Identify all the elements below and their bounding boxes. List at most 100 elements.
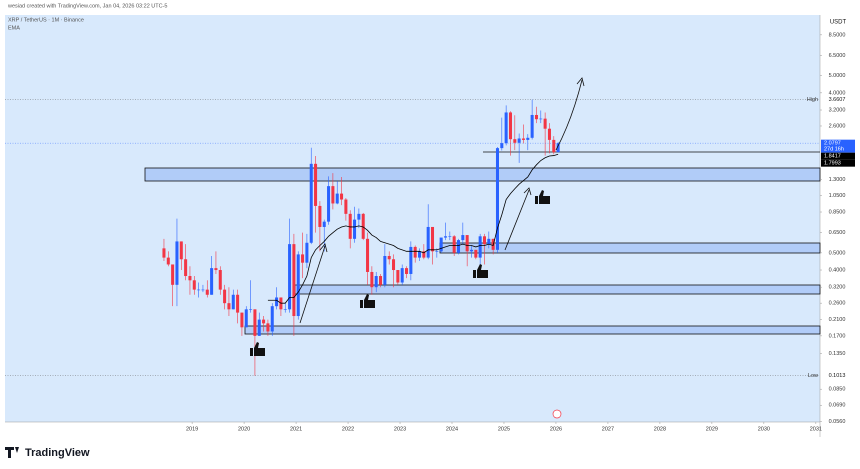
candle-body (422, 251, 426, 258)
y-tick-label: 0.8500 (829, 209, 846, 215)
candle-body (175, 241, 179, 285)
candle-body (262, 319, 266, 324)
thumb-icon (473, 264, 488, 278)
logo (5, 447, 19, 458)
candle-body (322, 221, 326, 227)
arrow-head (576, 77, 585, 87)
x-tick-label: 2028 (654, 426, 666, 432)
candle-body (379, 276, 383, 285)
candle-body (508, 112, 512, 140)
x-tick-label: 2031 (810, 426, 822, 432)
candle-body (439, 237, 443, 252)
candle-body (188, 276, 192, 281)
indicator-legend: EMA (8, 25, 20, 31)
y-tick-label: 1.0500 (829, 193, 846, 199)
candle-body (348, 213, 352, 239)
candle-body (456, 240, 461, 253)
price-label: 2.0797 (824, 141, 841, 147)
candle-body (409, 246, 413, 274)
arrow (299, 245, 326, 324)
price-box (821, 139, 855, 153)
y-tick-label: 0.3200 (829, 285, 846, 291)
countdown: 27d 16h (824, 147, 844, 153)
arrow-head (523, 187, 532, 196)
price-axis (820, 15, 857, 437)
candle-body (435, 251, 439, 252)
candle-body (270, 306, 274, 332)
candle-body (469, 249, 474, 252)
y-tick-label: 0.5000 (829, 250, 846, 256)
candle-body (296, 254, 300, 317)
candle-body (210, 268, 214, 295)
candle-body (465, 235, 469, 252)
y-tick-label: 0.0850 (829, 387, 846, 393)
y-tick-label: 0.2600 (829, 301, 846, 307)
candle-body (275, 297, 279, 307)
zone (294, 284, 821, 295)
y-tick-label: 2.6000 (829, 123, 846, 129)
candle-body (547, 128, 551, 140)
candle-body (335, 193, 339, 204)
candle-body (452, 236, 456, 253)
candle-body (426, 226, 430, 258)
candle-body (231, 294, 235, 310)
extreme-value: 0.1013 (829, 373, 846, 379)
candle-body (244, 309, 248, 328)
candle-body (405, 268, 409, 274)
candle-body (301, 254, 305, 263)
candle-body (392, 259, 396, 271)
y-tick-label: 0.6500 (829, 230, 846, 236)
arrow-head (319, 243, 328, 253)
y-tick-label: 0.0690 (829, 403, 846, 409)
candle-body (218, 270, 222, 290)
candle-body (374, 276, 378, 288)
y-tick-label: 4.0000 (829, 90, 846, 96)
candle-body (292, 244, 296, 317)
candle-body (253, 309, 257, 336)
price-label: 1.7993 (824, 161, 841, 167)
candle-body (318, 205, 322, 227)
candle-body (383, 255, 387, 285)
candle-body (370, 271, 374, 288)
x-tick-label: 2025 (498, 426, 510, 432)
candle-body (387, 255, 391, 260)
y-tick-label: 0.0560 (829, 419, 846, 425)
candle-body (166, 257, 170, 265)
extreme-value: 3.6607 (829, 97, 846, 103)
candle-body (205, 289, 209, 295)
candle-body (227, 303, 231, 310)
time-axis (5, 422, 820, 437)
candle-body (314, 163, 318, 206)
y-tick-label: 0.2100 (829, 317, 846, 323)
price-box (821, 152, 855, 160)
x-tick-label: 2029 (706, 426, 718, 432)
candle-body (521, 138, 525, 140)
candle-body (197, 289, 201, 291)
ema-line (267, 153, 559, 304)
candle-body (266, 323, 270, 332)
y-tick-label: 0.1350 (829, 351, 846, 357)
candle-body (526, 137, 530, 140)
candle-body (357, 213, 361, 220)
candle-body (257, 319, 261, 336)
candle-body (474, 249, 478, 258)
event-icon (552, 409, 562, 419)
candle-body (171, 264, 175, 285)
candle-body (331, 186, 335, 204)
y-tick-label: 1.3000 (829, 177, 846, 183)
y-tick-label: 6.5000 (829, 53, 846, 59)
extreme-label: High (807, 97, 818, 103)
candle-body (443, 236, 448, 238)
candle-body (201, 289, 205, 291)
candle-body (543, 118, 547, 129)
candle-body (517, 138, 521, 143)
candle-body (530, 114, 534, 138)
candle-body (223, 289, 227, 304)
candle-body (556, 143, 560, 153)
candle-body (162, 248, 166, 258)
brand: TradingView (25, 447, 90, 459)
x-tick-label: 2022 (342, 426, 354, 432)
candle-body (482, 236, 487, 245)
x-tick-label: 2023 (394, 426, 406, 432)
